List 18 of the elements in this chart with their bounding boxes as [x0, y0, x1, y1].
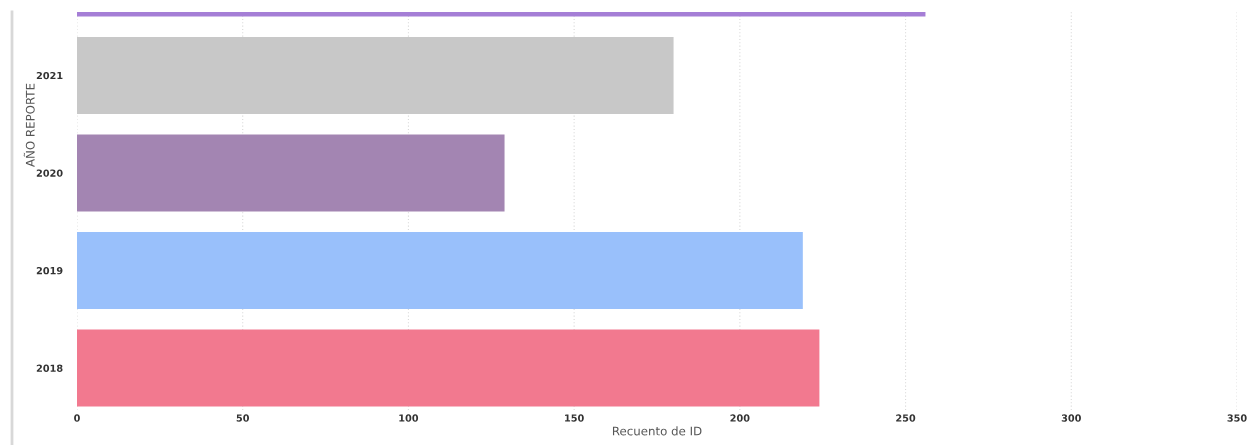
- bar: [77, 231, 803, 310]
- x-tick-label: 0: [74, 414, 80, 422]
- bar: [77, 329, 820, 407]
- x-tick-label: 50: [236, 414, 250, 422]
- bar: [77, 36, 674, 114]
- y-axis-title: AÑO REPORTE: [23, 83, 35, 167]
- x-tick-label: 350: [1227, 414, 1247, 422]
- x-tick-label: 100: [399, 414, 419, 422]
- x-tick-label: 150: [565, 414, 584, 422]
- x-tick-label: 200: [730, 414, 750, 422]
- y-tick-label: 2021: [36, 71, 63, 80]
- y-tick-label: 2019: [36, 266, 63, 275]
- y-tick-label: 2018: [36, 364, 63, 372]
- bar: [77, 134, 505, 212]
- x-tick-label: 300: [1061, 414, 1081, 422]
- y-tick-label: 2020: [36, 169, 63, 177]
- x-axis-title: Recuento de ID: [612, 426, 702, 436]
- x-tick-label: 250: [896, 414, 916, 422]
